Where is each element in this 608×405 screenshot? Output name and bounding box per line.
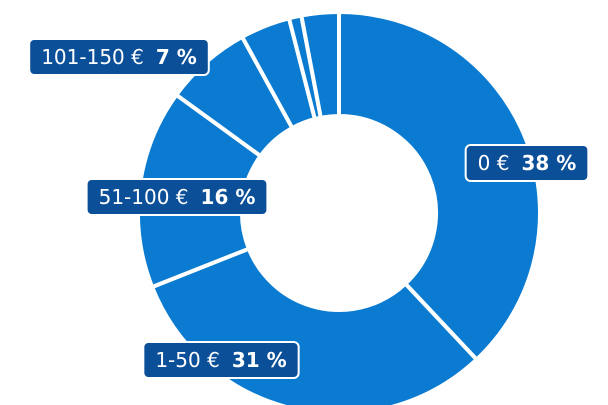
label-value: 16 % bbox=[201, 185, 256, 209]
data-label: 0 € 38 % bbox=[464, 144, 590, 182]
label-text: 101-150 € 7 % bbox=[41, 45, 197, 69]
label-text: 0 € 38 % bbox=[478, 151, 577, 175]
data-label: 101-150 € 7 % bbox=[28, 38, 210, 76]
donut-segment bbox=[299, 10, 341, 120]
data-label: 51-100 € 16 % bbox=[85, 178, 269, 216]
label-value: 7 % bbox=[156, 45, 197, 69]
label-box bbox=[85, 178, 269, 216]
label-text: 1-50 € 31 % bbox=[155, 348, 286, 372]
label-box bbox=[28, 38, 210, 76]
data-label: 1-50 € 31 % bbox=[142, 341, 300, 379]
label-category: 51-100 € bbox=[99, 185, 189, 209]
label-category: 0 € bbox=[478, 151, 510, 175]
label-box bbox=[142, 341, 300, 379]
label-category: 1-50 € bbox=[155, 348, 219, 372]
donut-segment bbox=[337, 10, 542, 362]
label-text: 51-100 € 16 % bbox=[99, 185, 256, 209]
label-category: 101-150 € bbox=[41, 45, 144, 69]
label-value: 38 % bbox=[521, 151, 576, 175]
label-value: 31 % bbox=[232, 348, 287, 372]
label-box bbox=[464, 144, 590, 182]
